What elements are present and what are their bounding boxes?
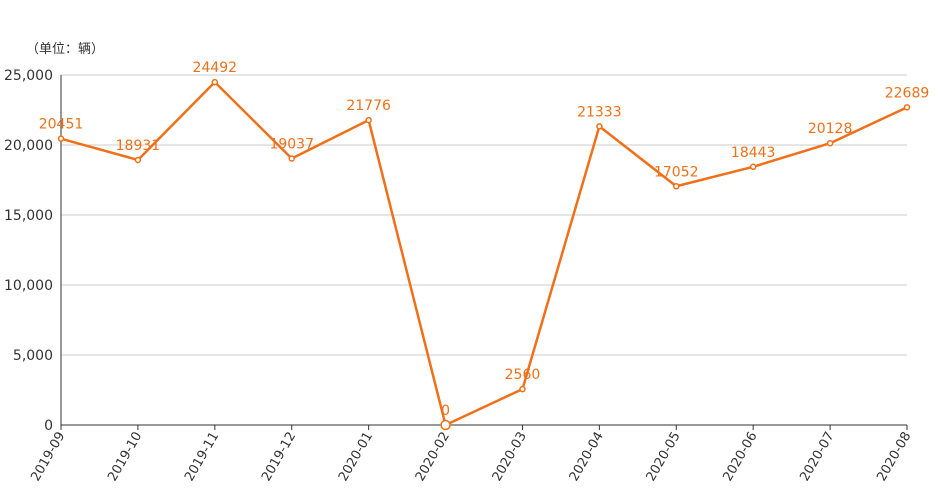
data-point [211, 78, 219, 86]
data-point [903, 104, 911, 111]
y-tick-label: 25,000 [4, 68, 53, 84]
data-label: 0 [441, 403, 450, 419]
x-tick-label: 2020-07 [797, 430, 837, 485]
data-point [134, 156, 142, 164]
data-label: 18931 [116, 138, 161, 154]
data-label: 21776 [346, 98, 391, 114]
data-label: 20451 [39, 117, 84, 133]
data-label: 21333 [577, 104, 622, 120]
unit-label: （单位：辆） [26, 42, 105, 57]
x-tick-label: 2020-04 [567, 430, 607, 485]
y-tick-label: 5,000 [13, 348, 53, 364]
y-tick-label: 10,000 [4, 278, 53, 294]
y-tick-label: 15,000 [4, 208, 53, 224]
x-tick-label: 2019-10 [105, 430, 145, 485]
y-tick-label: 20,000 [4, 138, 53, 154]
data-label: 18443 [731, 145, 776, 161]
data-label: 20128 [808, 121, 853, 137]
y-tick-label: 0 [44, 418, 53, 434]
x-tick-label: 2020-03 [490, 430, 530, 485]
data-point [288, 155, 295, 162]
x-tick-label: 2019-12 [259, 430, 299, 485]
data-point [519, 385, 526, 393]
data-point [673, 183, 680, 190]
data-point [596, 123, 603, 130]
data-label: 24492 [193, 60, 238, 76]
data-label: 19037 [269, 136, 314, 152]
x-tick-label: 2020-02 [413, 430, 453, 485]
x-tick-label: 2020-01 [336, 430, 376, 485]
x-tick-label: 2019-11 [182, 430, 222, 485]
data-point [826, 139, 834, 147]
data-point [749, 163, 757, 171]
data-point [365, 116, 372, 124]
data-point [57, 135, 65, 142]
data-label: 22689 [885, 85, 930, 101]
x-tick-label: 2020-08 [874, 430, 914, 485]
data-point [440, 419, 451, 431]
data-label: 2560 [505, 367, 541, 383]
data-label: 17052 [654, 164, 699, 180]
x-tick-label: 2019-09 [28, 430, 68, 485]
x-tick-label: 2020-06 [720, 430, 760, 485]
series-line [60, 80, 908, 427]
x-tick-label: 2020-05 [644, 430, 684, 485]
